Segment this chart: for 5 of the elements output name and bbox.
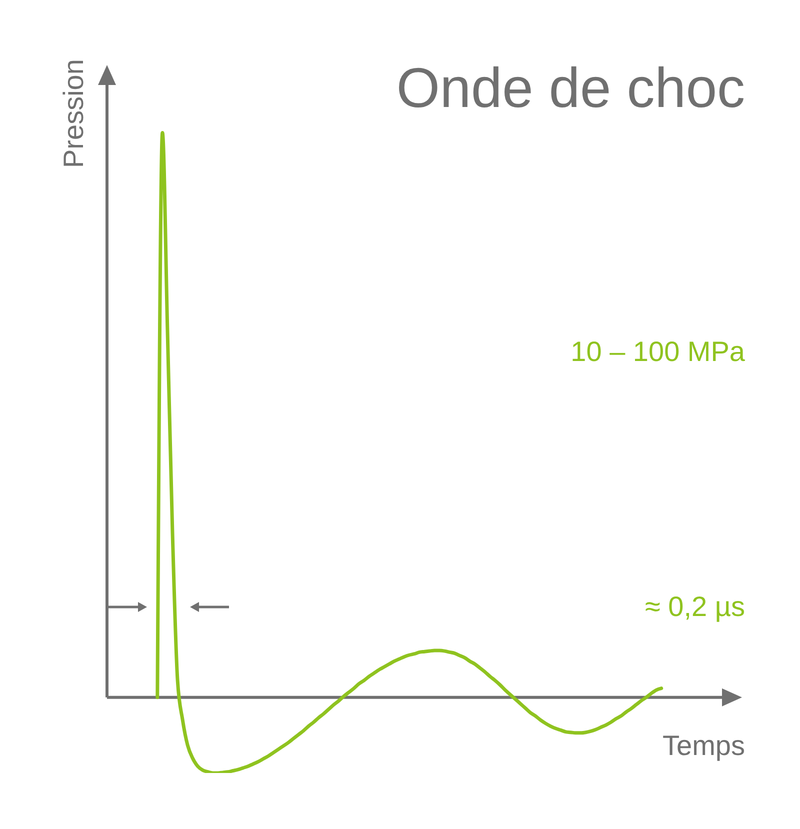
chart-title: Onde de choc [396,55,745,120]
annotation: ≈ 0,2 µs [645,591,745,623]
x-axis-title: Temps [662,730,745,762]
y-axis-title: Pression [58,59,90,168]
annotation: 10 – 100 MPa [570,336,745,368]
